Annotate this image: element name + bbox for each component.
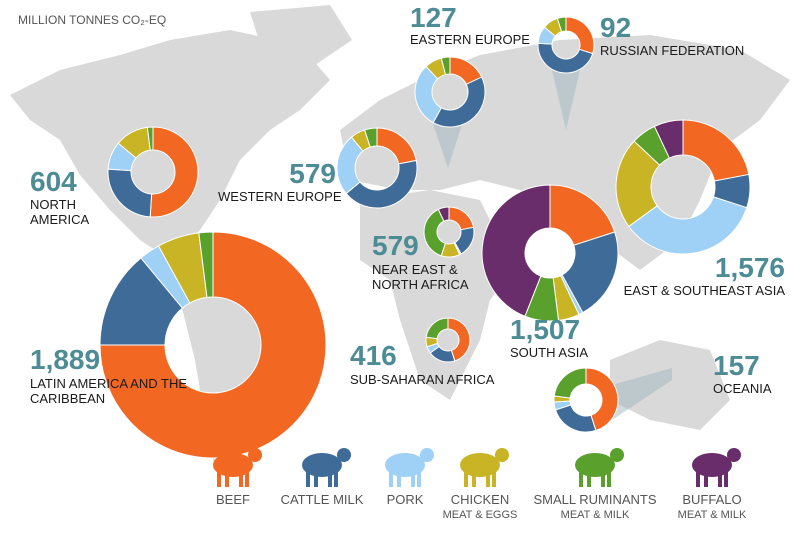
region-total: 1,889 xyxy=(30,344,101,375)
region-name: EASTERN EUROPE xyxy=(410,32,530,47)
legend-label: PORK xyxy=(386,492,424,507)
donut-segment xyxy=(364,127,378,148)
legend-icon xyxy=(607,471,611,487)
donut-segment xyxy=(553,367,587,399)
legend-icon xyxy=(411,471,415,487)
greenland xyxy=(250,5,352,75)
legend-icon xyxy=(704,471,708,487)
donut-segment xyxy=(146,126,154,151)
legend-icon xyxy=(718,471,722,487)
legend-icon xyxy=(217,471,221,487)
region-total: 579 xyxy=(289,158,336,189)
donut-segment xyxy=(99,231,327,459)
donut-segment xyxy=(149,126,199,218)
region-name: SOUTH ASIA xyxy=(510,345,589,360)
region-name: NEAR EAST & NORTH AFRICA xyxy=(372,262,469,292)
legend-icon xyxy=(492,471,496,487)
legend-icon xyxy=(334,471,338,487)
region-name: NORTH AMERICA xyxy=(30,197,90,227)
legend-label: CHICKEN xyxy=(450,492,510,507)
region-total: 1,576 xyxy=(714,252,785,283)
donut-segment xyxy=(425,317,449,340)
region-name: EAST & SOUTHEAST ASIA xyxy=(623,283,785,298)
legend-label: BEEF xyxy=(216,492,250,507)
legend-icon xyxy=(417,471,421,487)
legend-icon xyxy=(328,471,332,487)
legend-icon xyxy=(727,448,741,462)
legend-icon xyxy=(696,471,700,487)
region-total: 604 xyxy=(30,166,77,197)
donut-segment xyxy=(537,42,594,74)
donut-segment xyxy=(585,367,619,432)
region-total: 579 xyxy=(372,230,419,261)
legend-sublabel: MEAT & MILK xyxy=(560,509,630,521)
region-total: 1,507 xyxy=(510,314,581,345)
legend-sublabel: MEAT & MILK xyxy=(677,509,747,521)
region-total: 157 xyxy=(713,350,760,381)
donut-segment xyxy=(481,184,551,317)
eurasia xyxy=(340,35,790,270)
donut-segment xyxy=(432,76,486,128)
legend-icon xyxy=(420,448,434,462)
region-total: 416 xyxy=(350,340,397,371)
legend-icon xyxy=(495,448,509,462)
donut-segment xyxy=(345,159,418,209)
region-name: LATIN AMERICA AND THE CARIBBEAN xyxy=(30,376,188,406)
donut-segment xyxy=(561,231,619,314)
region-name: WESTERN EUROPE xyxy=(218,189,342,204)
legend-icon xyxy=(239,471,243,487)
australia xyxy=(610,340,730,430)
legend-icon xyxy=(601,471,605,487)
legend-icon xyxy=(724,471,728,487)
region-total: 92 xyxy=(600,12,632,43)
donut-segment xyxy=(423,208,446,257)
donut-segment xyxy=(549,184,616,246)
legend-icon xyxy=(337,448,351,462)
donut-segment xyxy=(556,16,567,33)
region-name: OCEANIA xyxy=(713,381,772,396)
legend-icon xyxy=(587,471,591,487)
donut-segment xyxy=(437,206,450,222)
legend-icon xyxy=(472,471,476,487)
donut-segment xyxy=(440,56,451,76)
legend-icon xyxy=(464,471,468,487)
legend-icon xyxy=(306,471,310,487)
legend-label: CATTLE MILK xyxy=(280,492,364,507)
donut-segment xyxy=(198,231,214,298)
callout-oceania xyxy=(612,368,672,420)
callouts xyxy=(430,70,672,420)
donut-segment xyxy=(653,119,684,159)
legend-icon xyxy=(579,471,583,487)
legend-sublabel: MEAT & EGGS xyxy=(442,509,518,521)
africa xyxy=(360,190,520,400)
legend-label: BUFFALO xyxy=(682,492,742,507)
donut-segment xyxy=(554,404,597,433)
callout-russia xyxy=(552,70,580,130)
legend-icon xyxy=(610,448,624,462)
region-total: 127 xyxy=(410,2,457,33)
callout-eastern-europe xyxy=(430,115,465,168)
donut-segment xyxy=(628,196,748,255)
legend-icon xyxy=(225,471,229,487)
unit-title: MILLION TONNES CO₂-EQ xyxy=(18,13,167,27)
region-name: RUSSIAN FEDERATION xyxy=(600,43,745,58)
region-name: SUB-SAHARAN AFRICA xyxy=(350,372,495,387)
legend-label: SMALL RUMINANTS xyxy=(533,492,657,507)
legend-icon xyxy=(389,471,393,487)
legend-icon xyxy=(486,471,490,487)
legend-icon xyxy=(248,448,262,462)
legend-icon xyxy=(397,471,401,487)
legend-icon xyxy=(314,471,318,487)
legend-icon xyxy=(245,471,249,487)
